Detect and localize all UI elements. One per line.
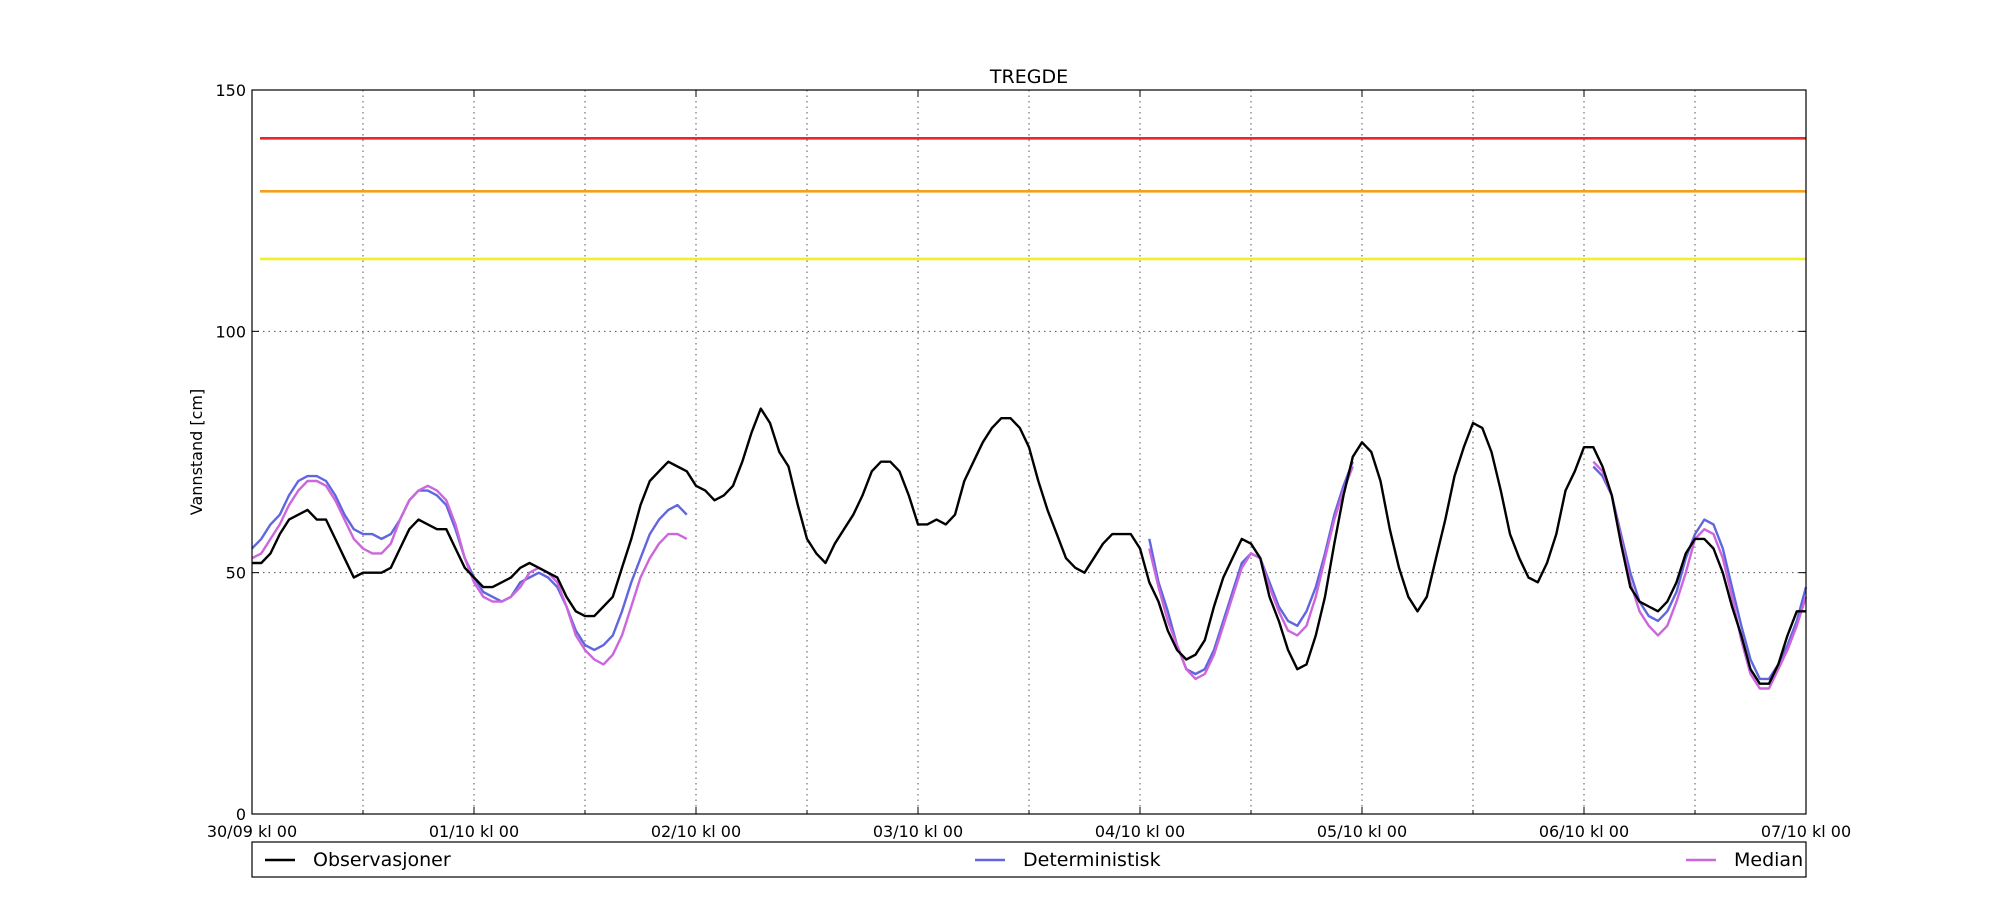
- series-line-deterministisk-2: [1592, 465, 1808, 681]
- y-tick-label: 50: [226, 564, 246, 583]
- series-line-median-0: [251, 479, 688, 666]
- legend: Observasjoner Deterministisk Median: [251, 841, 1807, 878]
- axis-ticks: 30/09 kl 00 01/10 kl 00 02/10 kl 00 03/10 k…: [207, 81, 1851, 841]
- y-tick-label: 150: [215, 81, 246, 100]
- series-line-median-1: [1148, 466, 1354, 681]
- series-line-observasjoner-0: [252, 407, 1806, 685]
- x-tick-label: 01/10 kl 00: [429, 822, 519, 841]
- x-tick-label: 07/10 kl 00: [1761, 822, 1851, 841]
- x-tick-label: 30/09 kl 00: [207, 822, 297, 841]
- legend-box: [251, 841, 1807, 878]
- chart-title: TREGDE: [989, 66, 1068, 88]
- legend-label-median: Median: [1734, 849, 1803, 871]
- x-tick-label: 06/10 kl 00: [1539, 822, 1629, 841]
- series-lines: [251, 407, 1808, 690]
- y-tick-label: 100: [215, 322, 246, 341]
- legend-label-deterministisk: Deterministisk: [1023, 849, 1161, 871]
- x-tick-label: 03/10 kl 00: [873, 822, 963, 841]
- grid: [252, 90, 1806, 814]
- threshold-lines: [260, 136, 1806, 261]
- x-tick-label: 04/10 kl 00: [1095, 822, 1185, 841]
- legend-label-observasjoner: Observasjoner: [313, 849, 451, 871]
- y-tick-label: 0: [236, 805, 246, 824]
- x-tick-label: 05/10 kl 00: [1317, 822, 1407, 841]
- y-axis-label: Vannstand [cm]: [187, 389, 206, 515]
- x-tick-label: 02/10 kl 00: [651, 822, 741, 841]
